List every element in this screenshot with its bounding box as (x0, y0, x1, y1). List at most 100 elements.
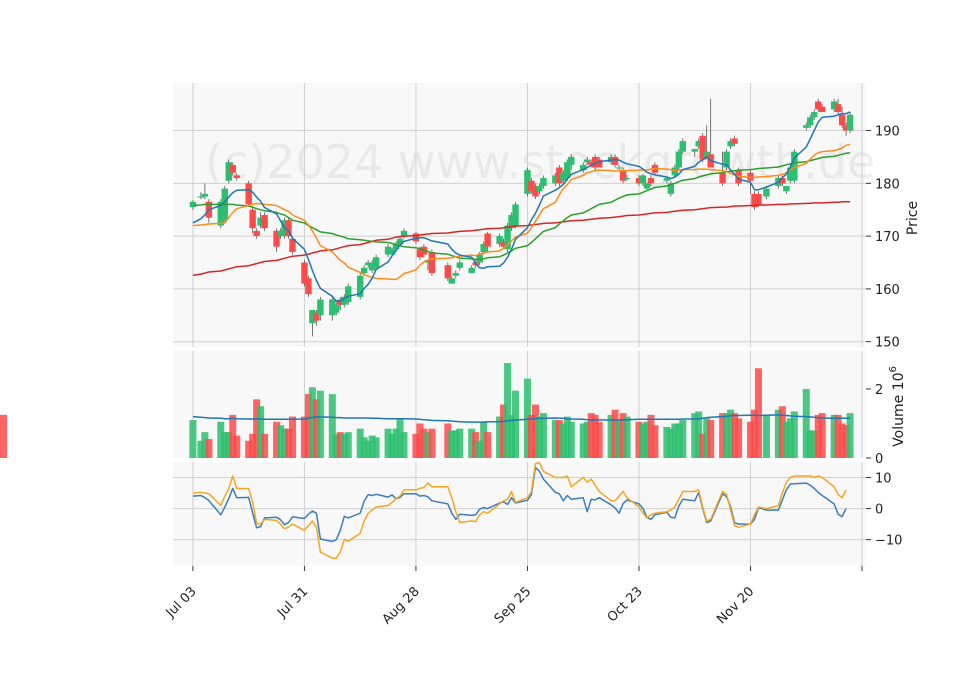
volume-bar (197, 440, 205, 458)
volume-bar (778, 406, 786, 458)
volume-bar (444, 423, 452, 458)
candle-body (532, 185, 539, 197)
volume-bar (691, 413, 699, 458)
volume-bar (249, 433, 257, 458)
volume-bar (428, 428, 436, 458)
candle-body (731, 138, 738, 144)
candle-body (595, 159, 603, 168)
candle-body (372, 257, 380, 268)
volume-bar (735, 418, 743, 458)
candle-body (611, 156, 619, 165)
volume-bar (731, 413, 739, 458)
volume-bar (587, 413, 595, 458)
price-tick-label: 190 (875, 125, 900, 140)
volume-bar (707, 420, 715, 458)
volume-bar (531, 404, 539, 458)
volume-bar (591, 414, 599, 458)
volume-bar (456, 428, 464, 458)
candle-body (500, 241, 507, 247)
volume-bar (388, 433, 396, 458)
volume-bar (611, 409, 619, 458)
volume-bar (312, 399, 320, 458)
candle-body (476, 254, 483, 263)
volume-bar (281, 428, 289, 458)
volume-bar (782, 421, 790, 458)
candle-body (556, 167, 563, 184)
volume-bar (623, 416, 631, 458)
candle-body (560, 172, 567, 181)
candle-body (504, 225, 511, 250)
volume-bar (635, 421, 643, 458)
volume-bar (205, 439, 213, 458)
candle-body (584, 159, 591, 163)
volume-bar (523, 378, 531, 458)
candle-body (189, 201, 197, 208)
candle-body (424, 259, 432, 263)
candle-body (356, 275, 364, 297)
candle-body (703, 151, 710, 157)
candle-body (273, 230, 280, 247)
volume-bar (727, 409, 735, 458)
volume-bar (679, 420, 687, 458)
candle-body (480, 244, 487, 252)
candle-body (671, 167, 679, 176)
candle-body (846, 114, 854, 131)
candle-body (484, 233, 491, 247)
volume-bar (245, 440, 253, 458)
oscillator-tick-label: 10 (875, 472, 892, 487)
volume-bar (452, 430, 460, 458)
candle-body (540, 178, 547, 186)
candle-body (309, 310, 316, 324)
volume-bar (663, 426, 671, 458)
candle-body (229, 164, 236, 173)
volume-bar (448, 430, 456, 458)
candle-body (834, 104, 842, 113)
candle-body (755, 193, 762, 205)
volume-bar (472, 432, 480, 458)
volume-bar (834, 414, 842, 458)
candle-body (842, 125, 850, 131)
volume-bar (368, 435, 376, 458)
volume-bar (304, 394, 312, 458)
candle-body (392, 244, 400, 250)
volume-bar (595, 421, 603, 458)
volume-bar (384, 428, 392, 458)
price-tick-label: 170 (875, 230, 900, 245)
price-tick-label: 150 (875, 336, 900, 351)
volume-bar (225, 432, 233, 458)
volume-bar (535, 416, 543, 458)
volume-bar (699, 433, 707, 458)
volume-bar (527, 414, 535, 458)
volume-bar (802, 388, 810, 458)
candle-body (364, 262, 372, 266)
volume-bar (0, 414, 7, 458)
volume-bar (476, 440, 484, 458)
volume-bar (703, 418, 711, 458)
x-tick-label: Sep 25 (492, 584, 535, 627)
ma50-line (192, 151, 851, 261)
volume-bar (400, 432, 408, 458)
candle-body (301, 262, 308, 284)
volume-bar (277, 425, 285, 458)
volume-bar (762, 414, 770, 458)
candle-body (536, 185, 543, 192)
ma10-line (192, 111, 851, 302)
volume-bar (830, 414, 838, 458)
candle-body (257, 217, 264, 226)
candle-body (719, 172, 726, 184)
volume-bar (750, 409, 758, 458)
candle-body (675, 151, 683, 168)
candle-body (388, 249, 396, 255)
volume-bar (675, 423, 683, 458)
volume-bar (774, 409, 782, 458)
volume-bar (356, 428, 364, 458)
candle-body (448, 278, 455, 284)
volume-bar (288, 416, 296, 458)
volume-bar (261, 433, 269, 458)
x-tick-label: Nov 20 (714, 584, 757, 627)
volume-bar (300, 416, 308, 458)
volume-bar (671, 423, 679, 458)
volume-bar (189, 420, 197, 458)
volume-bar (790, 411, 798, 458)
candle-body (663, 178, 671, 181)
